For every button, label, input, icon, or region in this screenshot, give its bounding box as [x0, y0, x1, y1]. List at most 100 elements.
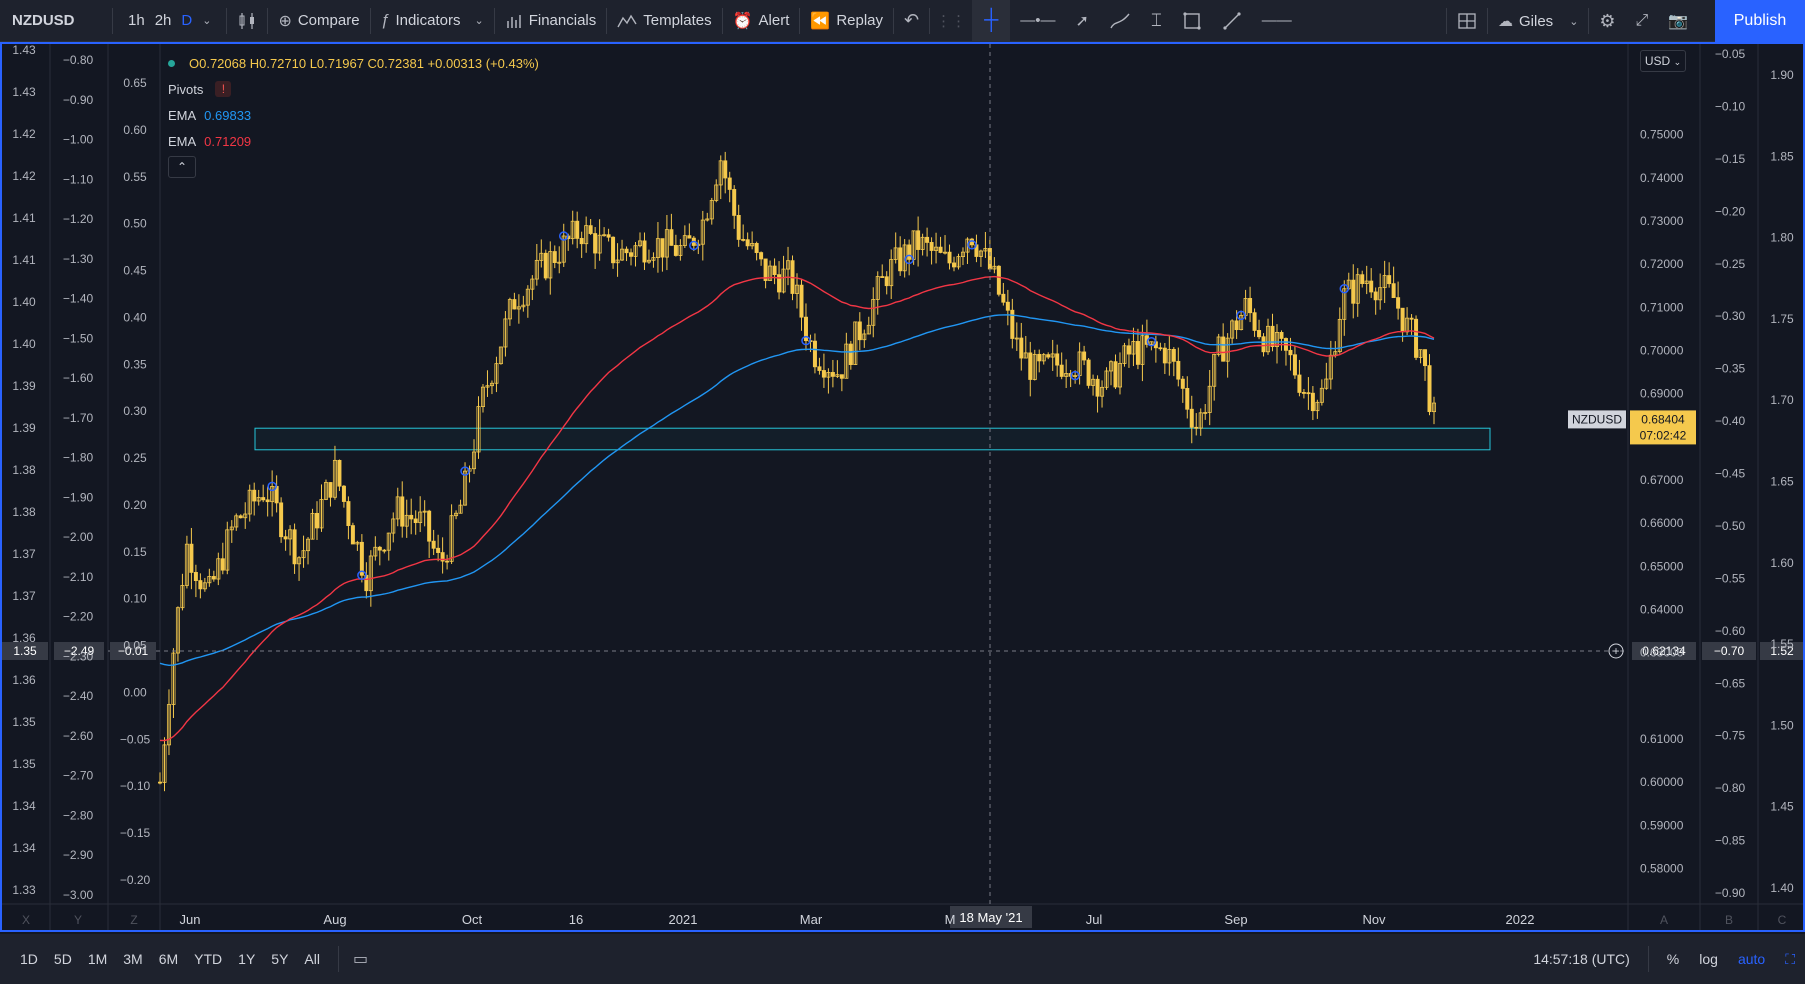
right3-tick: 1.70	[1770, 393, 1794, 407]
templates-button[interactable]: Templates	[607, 0, 721, 41]
drag-handle[interactable]: ⋮⋮	[936, 12, 967, 30]
main-price-tick: 0.65000	[1640, 559, 1684, 573]
range-5d[interactable]: 5D	[53, 951, 72, 967]
chevron-down-icon[interactable]: ⌄	[474, 15, 484, 27]
candle-body	[889, 259, 894, 287]
time-tick: Jun	[180, 912, 201, 927]
compare-button[interactable]: ⊕ Compare	[268, 0, 369, 41]
maximize-icon[interactable]: ⛶	[1785, 950, 1795, 967]
range-6m[interactable]: 6M	[158, 951, 179, 967]
rectangle-tool[interactable]	[1172, 0, 1212, 41]
candle-body	[611, 236, 616, 264]
last-price-bg	[1630, 410, 1696, 445]
percent-toggle[interactable]: %	[1666, 951, 1680, 967]
right2-tick: −0.45	[1715, 467, 1746, 481]
pivots-row[interactable]: Pivots !	[168, 76, 539, 102]
log-toggle[interactable]: log	[1699, 951, 1718, 967]
candle-body	[938, 246, 943, 253]
save-layout-button[interactable]: ☁ Giles ⌄	[1488, 0, 1588, 42]
ema-row-1[interactable]: EMA 0.69833	[168, 102, 539, 128]
chevron-down-icon: ⌄	[1673, 57, 1682, 67]
fullscreen-button[interactable]: ⤢	[1626, 0, 1659, 42]
separator	[606, 7, 608, 34]
crosshair-right2-value-bg	[1702, 642, 1756, 660]
brush-tool[interactable]	[1099, 0, 1141, 41]
candle-body	[180, 585, 185, 609]
chart-type-button[interactable]	[227, 0, 267, 41]
support-zone-rect[interactable]	[254, 427, 1491, 451]
candle-body	[1369, 280, 1374, 293]
candle-body	[781, 268, 786, 293]
last-price-symbol: NZDUSD	[1572, 412, 1622, 426]
range-1m[interactable]: 1M	[87, 951, 108, 967]
chevron-down-icon[interactable]: ⌄	[202, 15, 212, 27]
candle-body	[929, 242, 934, 251]
far-left-tick: 1.34	[12, 799, 36, 813]
candle-body	[673, 245, 678, 256]
trend-line-tool[interactable]	[1212, 0, 1252, 41]
left3-tick: 0.45	[123, 264, 147, 278]
far-left-tick: 1.43	[12, 43, 36, 57]
indicators-button[interactable]: ƒ Indicators ⌄	[371, 0, 494, 41]
candle-body	[1126, 345, 1131, 355]
candle-body	[907, 244, 912, 260]
candle-body	[341, 485, 346, 502]
candle-body	[884, 276, 889, 287]
left2-tick: −0.90	[63, 93, 94, 107]
candle-body	[1396, 297, 1401, 309]
alert-button[interactable]: ⏰ Alert	[723, 0, 800, 41]
go-to-date-button[interactable]: ▭	[339, 934, 382, 984]
candle-body	[629, 252, 634, 257]
axis-letter: C	[1778, 913, 1787, 927]
alarm-clock-icon: ⏰	[732, 12, 753, 30]
candle-body	[400, 496, 405, 527]
undo-button[interactable]: ↶	[894, 0, 929, 41]
crosshair-tool[interactable]: ┼	[972, 0, 1011, 41]
collapse-legend-button[interactable]: ⌃	[168, 156, 196, 178]
horizontal-ray-tool[interactable]: —•—	[1010, 0, 1065, 41]
far-left-tick: 1.36	[12, 673, 36, 687]
range-1d[interactable]: 1D	[20, 951, 38, 967]
timeframe-2h[interactable]: 2h	[154, 12, 172, 29]
right2-tick: −0.35	[1715, 362, 1746, 376]
candle-body	[1288, 349, 1293, 356]
timeframe-d[interactable]: D	[181, 12, 193, 29]
candle-body	[346, 501, 351, 526]
candle-body	[848, 343, 853, 366]
text-tool[interactable]: ⌶	[1141, 0, 1172, 41]
horizontal-line-tool[interactable]: ——	[1252, 0, 1302, 41]
replay-button[interactable]: ⏪ Replay	[800, 0, 893, 41]
cursor-tool[interactable]: ➚	[1066, 0, 1099, 41]
right3-tick: 1.75	[1770, 312, 1794, 326]
warning-icon[interactable]: !	[215, 81, 232, 97]
left2-tick: −1.20	[63, 212, 94, 226]
timeframe-1h[interactable]: 1h	[128, 12, 145, 29]
far-left-tick: 1.36	[12, 631, 36, 645]
chevron-down-icon[interactable]: ⌄	[1569, 15, 1579, 28]
layout-button[interactable]	[1447, 0, 1487, 42]
range-3m[interactable]: 3M	[123, 951, 143, 967]
candle-body	[162, 744, 167, 783]
symbol-search[interactable]: NZDUSD	[12, 12, 75, 29]
currency-selector[interactable]: USD ⌄	[1640, 50, 1686, 72]
crosshair-right3-value-bg	[1760, 642, 1804, 660]
chart-canvas[interactable]: 1.35 −2.49 −0.01 0.62134 −0.70 1.52 +18 May '2…	[0, 0, 1805, 932]
candle-body	[1086, 359, 1091, 386]
range-5y[interactable]: 5Y	[271, 951, 289, 967]
support-zone[interactable]	[254, 427, 1491, 451]
candle-body	[682, 235, 687, 246]
candle-body	[732, 189, 737, 216]
range-1y[interactable]: 1Y	[238, 951, 256, 967]
left3-tick: 0.60	[123, 123, 147, 137]
clock-time[interactable]: 14:57:18 (UTC)	[1533, 951, 1630, 967]
snapshot-button[interactable]: 📷	[1658, 0, 1698, 42]
financials-button[interactable]: Financials	[495, 0, 607, 41]
range-ytd[interactable]: YTD	[194, 951, 223, 967]
candle-body	[1351, 279, 1356, 304]
auto-toggle[interactable]: auto	[1737, 951, 1766, 967]
settings-button[interactable]: ⚙	[1589, 0, 1625, 42]
ema-row-2[interactable]: EMA 0.71209	[168, 128, 539, 154]
range-all[interactable]: All	[304, 951, 320, 967]
publish-button[interactable]: Publish	[1715, 0, 1805, 42]
left3-tick: 0.00	[123, 685, 147, 699]
